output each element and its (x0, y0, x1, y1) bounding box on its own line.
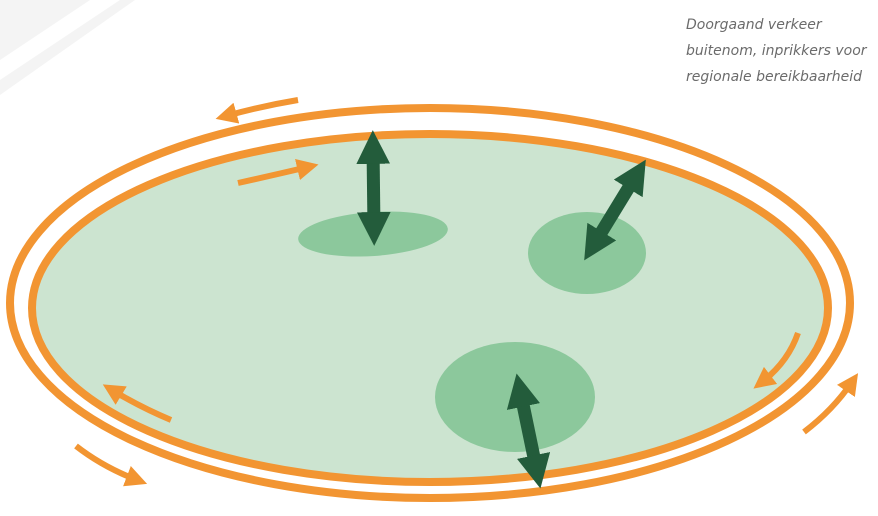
background-stripes (0, 0, 135, 95)
city-area (28, 130, 832, 486)
inprikker-arrow-right (584, 159, 646, 261)
ring-arrow-right-outer (802, 373, 859, 435)
ring-arrow-top-inner (237, 158, 319, 186)
ring-arrow-top-outer (215, 97, 299, 124)
caption-line-3: regionale bereikbaarheid (686, 69, 863, 85)
ring-traffic-arrows (74, 97, 859, 487)
caption-line-1: Doorgaand verkeer (686, 17, 822, 33)
ring-arrow-right-inner (753, 331, 801, 389)
diagram-caption: Doorgaand verkeer buitenom, inprikkers v… (686, 12, 876, 90)
outer-ring-road (6, 104, 854, 502)
inprikker-arrow-bottom (506, 373, 551, 489)
ring-arrow-left-outer (74, 443, 148, 487)
inprikker-arrow-left (356, 130, 391, 246)
ring-arrow-left-inner (102, 384, 173, 423)
core-top-right (528, 212, 646, 294)
caption-line-2: buitenom, inprikkers voor (686, 43, 867, 59)
